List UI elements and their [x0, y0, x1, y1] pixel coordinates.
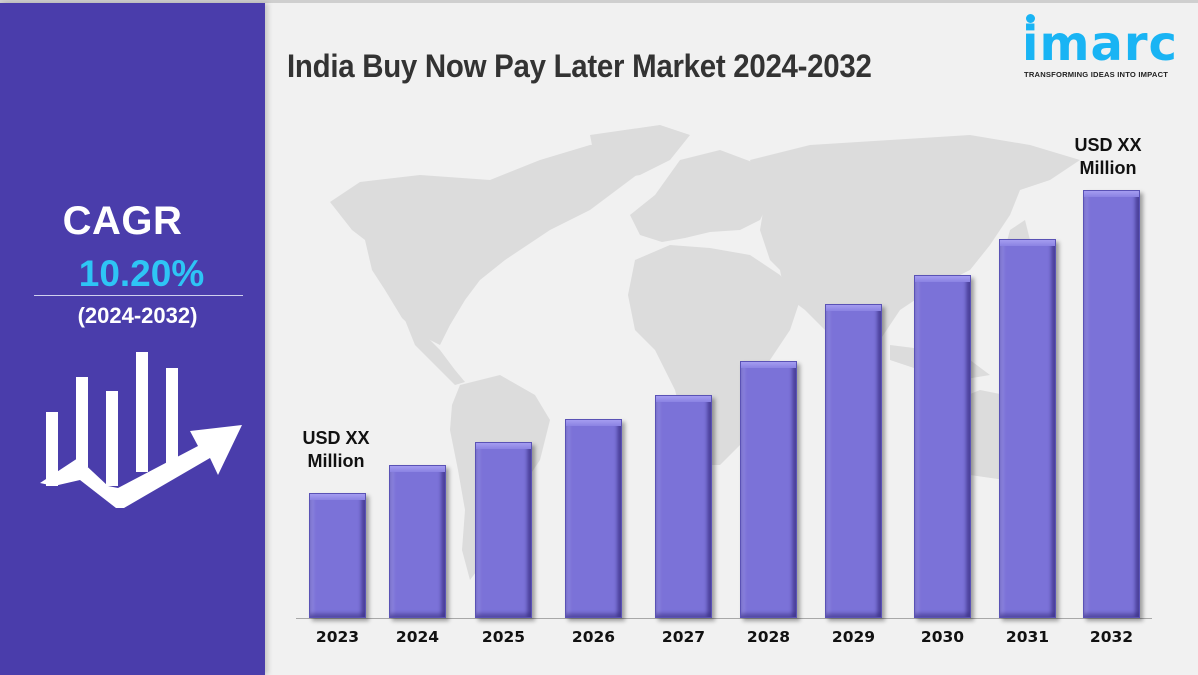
bar-2024	[389, 465, 446, 618]
x-axis-label-2023: 2023	[315, 628, 360, 646]
bar-2030	[914, 275, 971, 618]
bar-2031	[999, 239, 1056, 618]
bar-2026	[565, 419, 622, 618]
start-value-annotation: USD XX Million	[281, 427, 391, 473]
x-axis-label-2031: 2031	[1005, 628, 1050, 646]
start-annotation-line1: USD XX	[302, 428, 370, 448]
bar-chart-growth-arrow-icon	[40, 352, 242, 508]
cagr-divider	[34, 295, 243, 296]
x-axis-label-2030: 2030	[920, 628, 965, 646]
bar-2027	[655, 395, 712, 618]
logo-dot	[1026, 14, 1035, 23]
end-value-annotation: USD XX Million	[1053, 134, 1163, 180]
cagr-value: 10.20%	[78, 253, 205, 294]
bar-2025	[475, 442, 532, 618]
top-border	[0, 0, 1198, 3]
cagr-label: CAGR	[62, 199, 183, 243]
imarc-logo: imarc TRANSFORMING IDEAS INTO IMPACT	[1022, 12, 1182, 82]
x-axis-label-2028: 2028	[746, 628, 791, 646]
bar-2023	[309, 493, 366, 618]
x-axis-label-2032: 2032	[1089, 628, 1134, 646]
end-annotation-line2: Million	[1079, 158, 1137, 178]
chart-baseline	[296, 618, 1152, 619]
cagr-period: (2024-2032)	[77, 303, 198, 328]
x-axis-label-2024: 2024	[395, 628, 440, 646]
end-annotation-line1: USD XX	[1074, 135, 1142, 155]
x-axis-label-2025: 2025	[481, 628, 526, 646]
x-axis-label-2026: 2026	[571, 628, 616, 646]
logo-tagline: TRANSFORMING IDEAS INTO IMPACT	[1024, 70, 1169, 79]
bar-2028	[740, 361, 797, 618]
cagr-sidebar: CAGR 10.20% (2024-2032)	[0, 3, 265, 675]
chart-title: India Buy Now Pay Later Market 2024-2032	[287, 48, 872, 84]
x-axis-label-2027: 2027	[661, 628, 706, 646]
bar-2029	[825, 304, 882, 618]
x-axis-label-2029: 2029	[831, 628, 876, 646]
start-annotation-line2: Million	[307, 451, 365, 471]
logo-wordmark: imarc	[1022, 16, 1178, 72]
bar-2032	[1083, 190, 1140, 618]
